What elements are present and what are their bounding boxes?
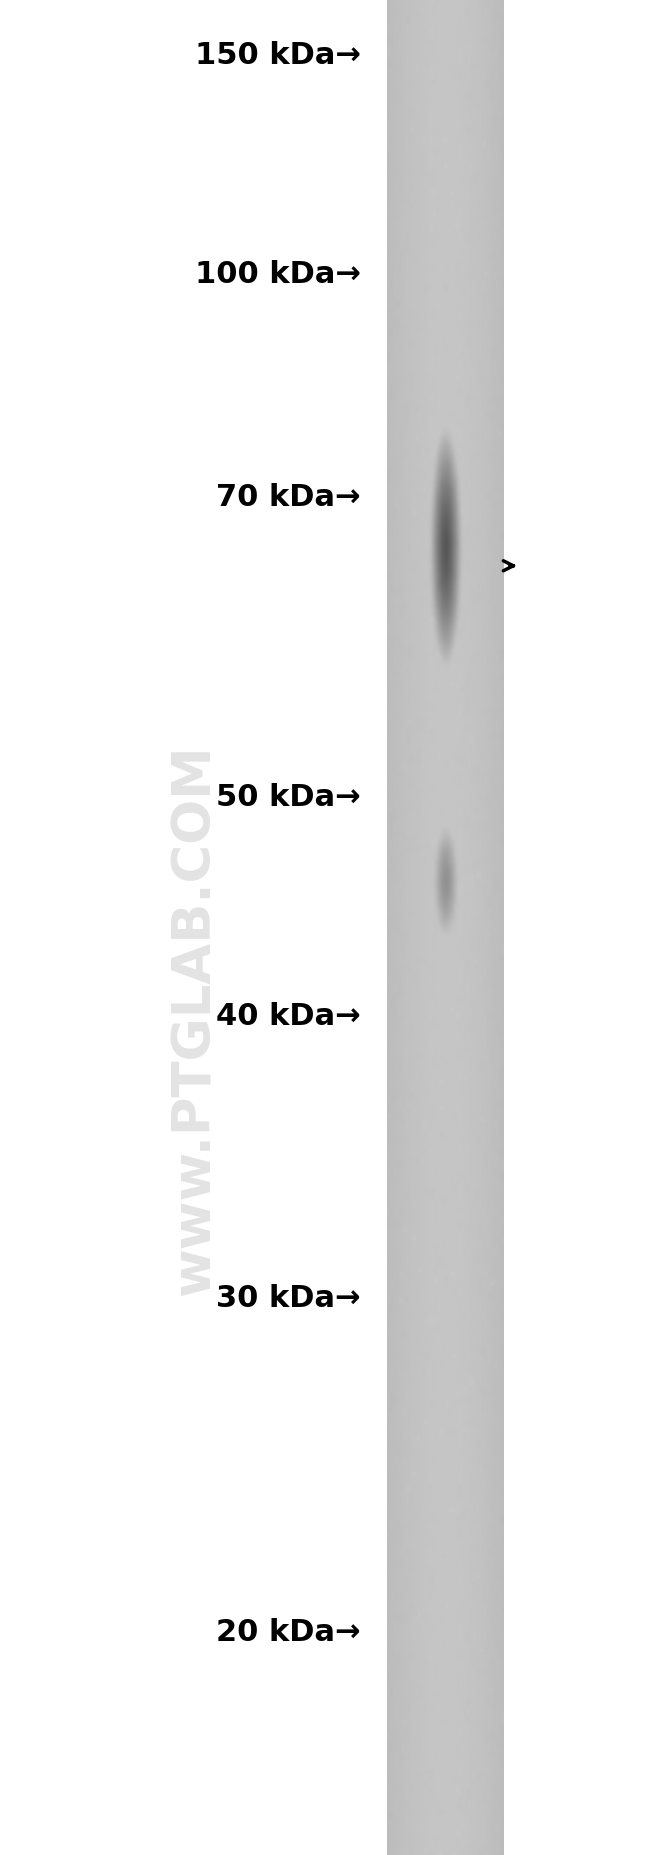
Text: www.PTGLAB.COM: www.PTGLAB.COM (169, 744, 221, 1297)
Text: 40 kDa→: 40 kDa→ (216, 1002, 361, 1031)
Text: 30 kDa→: 30 kDa→ (216, 1284, 361, 1313)
Text: 100 kDa→: 100 kDa→ (195, 260, 361, 289)
Text: 150 kDa→: 150 kDa→ (195, 41, 361, 70)
Text: 50 kDa→: 50 kDa→ (216, 783, 361, 812)
Text: 70 kDa→: 70 kDa→ (216, 482, 361, 512)
Text: 20 kDa→: 20 kDa→ (216, 1618, 361, 1647)
